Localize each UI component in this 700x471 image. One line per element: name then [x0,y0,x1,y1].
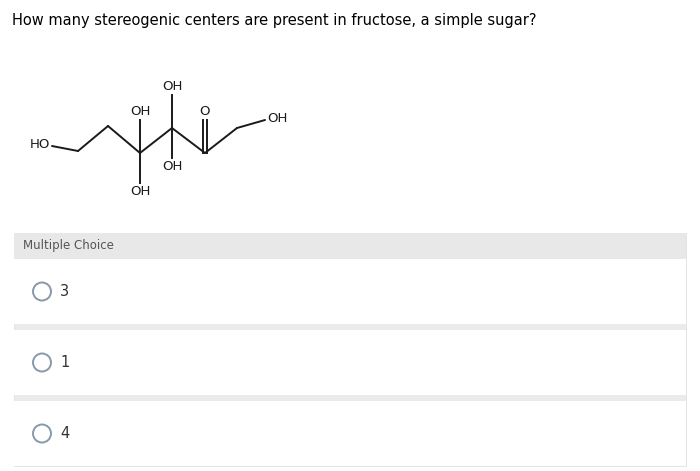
Text: Multiple Choice: Multiple Choice [23,239,114,252]
FancyBboxPatch shape [14,233,686,259]
Text: OH: OH [130,105,150,118]
Text: HO: HO [29,138,50,152]
FancyBboxPatch shape [14,330,686,395]
FancyBboxPatch shape [14,401,686,466]
Text: OH: OH [267,113,288,125]
Text: 4: 4 [60,426,69,441]
Text: OH: OH [162,160,182,173]
Text: How many stereogenic centers are present in fructose, a simple sugar?: How many stereogenic centers are present… [12,13,536,28]
Text: O: O [199,105,210,118]
FancyBboxPatch shape [14,259,686,324]
Text: 1: 1 [60,355,69,370]
Text: 3: 3 [60,284,69,299]
Text: OH: OH [162,80,182,93]
FancyBboxPatch shape [14,233,686,466]
Text: OH: OH [130,185,150,198]
